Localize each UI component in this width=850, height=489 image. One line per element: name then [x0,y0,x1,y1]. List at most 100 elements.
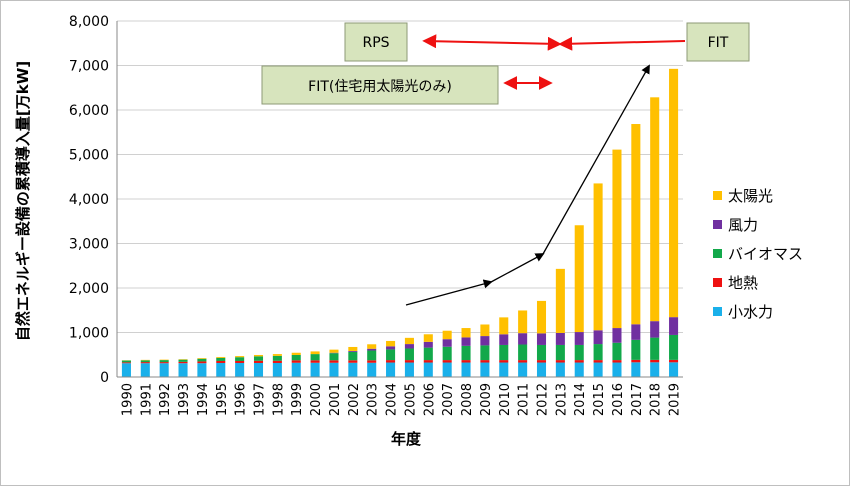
legend-swatch [713,191,722,200]
y-tick-label: 4,000 [69,192,109,208]
trend-arrow-2 [491,254,543,282]
bar-segment [631,360,640,362]
x-tick-label: 2000 [309,383,324,416]
bar-segment [480,363,489,377]
bar-segment [311,354,320,360]
bar-segment [292,360,301,362]
x-axis-label: 年度 [391,430,422,448]
bar-segment [499,334,508,345]
bar-segment [405,344,414,348]
bar-segment [254,361,263,363]
bar-segment [575,332,584,345]
bar-segment [594,330,603,344]
bar-segment [650,321,659,337]
y-tick-label: 6,000 [69,103,109,119]
x-tick-label: 2015 [592,383,607,416]
bar-segment [367,363,376,377]
bar-segment [311,360,320,362]
x-tick-label: 2004 [385,383,400,416]
bar-segment [179,362,188,363]
bar-segment [179,360,188,362]
legend-swatch [713,307,722,316]
bar-segment [386,341,395,346]
x-tick-label: 2014 [573,383,588,416]
bar-segment [424,360,433,362]
bar-segment [443,339,452,347]
bar-segment [650,338,659,360]
bar-segment [122,361,131,363]
bar-segment [386,346,395,349]
x-tick-label: 2017 [630,383,645,416]
bar-segment [367,360,376,362]
legend-label: 太陽光 [728,187,773,205]
x-tick-label: 1997 [253,383,268,416]
bar-segment [594,183,603,330]
bar-segment [197,359,206,362]
bar-segment [235,363,244,377]
bar-segment [329,353,338,360]
bar-segment [216,361,225,363]
bar-segment [669,335,678,360]
bar-segment [462,328,471,337]
bar-segment [141,362,150,363]
bar-segment [631,324,640,340]
rps-label: RPS [362,35,389,51]
bar-segment [518,310,527,333]
bar-segment [462,346,471,360]
bar-segment [650,360,659,362]
x-tick-label: 2006 [422,383,437,416]
bar-segment [367,349,376,351]
y-tick-label: 1,000 [69,326,109,342]
bars [122,69,678,377]
y-tick-label: 0 [100,370,109,386]
x-tick-label: 2018 [649,383,664,416]
x-tick-label: 2011 [517,383,532,416]
bar-segment [311,363,320,377]
bar-segment [612,363,621,377]
bar-segment [612,360,621,362]
bar-segment [631,124,640,324]
x-tick-label: 2013 [554,383,569,416]
y-tick-label: 5,000 [69,148,109,164]
bar-segment [537,333,546,345]
bar-segment [556,360,565,362]
x-tick-label: 1996 [234,383,249,416]
bar-segment [160,360,169,362]
y-axis-ticks: 01,0002,0003,0004,0005,0006,0007,0008,00… [69,14,109,386]
y-tick-label: 8,000 [69,14,109,30]
x-tick-label: 2009 [479,383,494,416]
bar-segment [424,342,433,348]
bar-segment [556,363,565,377]
y-tick-label: 7,000 [69,59,109,75]
bar-segment [141,363,150,377]
fit-period-arrow [561,41,685,44]
bar-segment [405,360,414,362]
trend-arrow-1 [406,282,491,305]
x-tick-label: 1992 [158,383,173,416]
bar-segment [650,362,659,377]
bar-segment [197,363,206,377]
bar-segment [594,363,603,377]
x-tick-label: 2019 [668,383,683,416]
bar-segment [329,363,338,377]
bar-segment [480,345,489,360]
bar-segment [348,363,357,377]
bar-segment [612,328,621,343]
bar-segment [556,269,565,333]
bar-segment [367,351,376,361]
bar-segment [273,361,282,363]
bar-segment [537,345,546,360]
bar-segment [499,345,508,360]
bar-segment [292,353,301,355]
bar-segment [499,360,508,362]
bar-segment [179,363,188,377]
bar-segment [575,345,584,360]
legend-label: バイオマス [728,245,803,263]
bar-segment [405,363,414,377]
bar-segment [462,360,471,362]
bar-segment [348,351,357,352]
fit-annotation: FIT [687,23,749,61]
